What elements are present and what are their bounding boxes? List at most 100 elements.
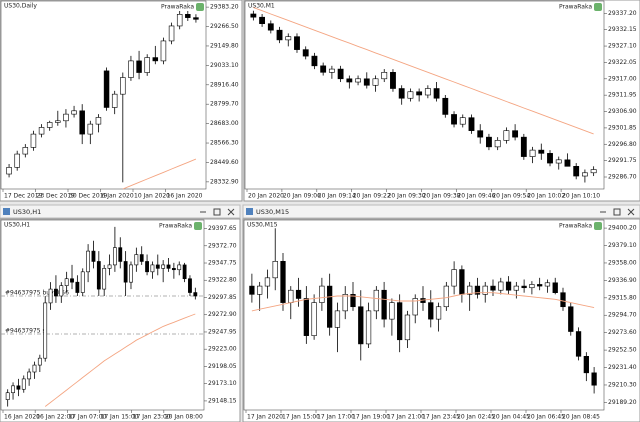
candle-body	[320, 65, 327, 73]
y-tick-label: 29173.10	[208, 380, 237, 387]
candle-body	[6, 167, 12, 175]
candle-body	[490, 285, 496, 291]
y-tick-label: 29372.70	[208, 242, 237, 249]
y-tick-label: 29332.15	[608, 26, 637, 33]
y-tick-label: 28566.30	[210, 140, 239, 147]
x-tick-label: 20 Jan 09:30	[388, 193, 426, 200]
candle-body	[43, 302, 48, 359]
candle-body	[575, 331, 582, 357]
y-tick-label: 28449.60	[210, 159, 239, 166]
y-tick-label: 29337.20	[608, 10, 637, 17]
candle-body	[171, 268, 176, 271]
y-tick-label: 29210.30	[608, 381, 637, 388]
candle-body	[276, 29, 283, 41]
candle-body	[435, 306, 442, 320]
candle-body	[75, 281, 80, 293]
x-tick-label: 20 Jan 10:02	[527, 193, 565, 200]
x-tick-label: 17 Jan 17:00	[317, 414, 355, 421]
maximize-button[interactable]	[613, 208, 621, 216]
y-tick-label: 29189.20	[608, 399, 637, 406]
candle-body	[145, 261, 149, 273]
y-tick-label: 29149.80	[210, 42, 239, 49]
candle-body	[381, 72, 388, 80]
y-tick-label: 29294.70	[608, 312, 637, 319]
y-tick-label: 29247.95	[208, 328, 237, 335]
candle-body	[552, 282, 558, 293]
candle-body	[581, 172, 588, 177]
candle-body	[129, 264, 133, 283]
candle-body	[136, 60, 142, 73]
candle-body	[337, 68, 344, 80]
y-tick-label: 29301.85	[608, 124, 637, 131]
y-tick-label: 29358.00	[608, 259, 637, 266]
candle-body	[64, 278, 69, 286]
candle-body	[373, 289, 379, 312]
y-tick-label: 29297.85	[208, 294, 237, 301]
candle-body	[249, 285, 255, 295]
candle-body	[513, 285, 519, 291]
candle-body	[150, 264, 155, 273]
candle-body	[32, 364, 37, 373]
candle-body	[176, 14, 183, 27]
candle-body	[303, 298, 309, 336]
chart-caption: US30,M15	[247, 222, 278, 229]
candle-body	[168, 25, 175, 42]
candle-body	[398, 88, 405, 99]
candle-body	[474, 285, 481, 295]
candle-body	[193, 17, 199, 20]
chart-background	[243, 0, 640, 202]
candle-body	[407, 91, 414, 99]
candle-body	[14, 153, 20, 168]
candle-body	[505, 281, 512, 291]
candle-body	[529, 149, 536, 157]
candle-body	[160, 40, 167, 62]
y-tick-label: 29266.50	[210, 23, 239, 30]
candle-body	[63, 113, 69, 122]
y-tick-label: 29291.75	[608, 157, 637, 164]
y-tick-label: 28799.70	[210, 101, 239, 108]
candle-body	[38, 127, 45, 135]
candle-body	[111, 93, 118, 108]
candle-body	[128, 60, 134, 78]
candle-body	[177, 264, 182, 271]
candle-body	[79, 110, 85, 135]
candle-body	[363, 78, 370, 86]
candle-body	[482, 285, 488, 295]
y-tick-label: 29322.80	[208, 277, 237, 284]
candle-body	[37, 357, 42, 366]
candle-body	[494, 140, 501, 148]
y-tick-label: 29286.70	[608, 174, 637, 181]
close-button[interactable]	[227, 208, 235, 216]
candle-body	[295, 289, 302, 299]
candle-body	[381, 289, 387, 320]
candle-body	[346, 78, 353, 83]
candle-body	[311, 302, 317, 336]
y-tick-label: 29400.20	[608, 225, 637, 232]
maximize-button[interactable]	[213, 208, 221, 216]
candle-body	[264, 277, 271, 287]
chart-caption: US30,Daily	[4, 3, 37, 10]
candle-body	[389, 302, 395, 320]
window-title: US30,M15	[256, 208, 289, 216]
candle-body	[590, 169, 597, 174]
plot-frame	[0, 0, 207, 190]
y-tick-label: 29336.90	[608, 277, 637, 284]
x-tick-label: 17 Jan 23:45	[422, 414, 460, 421]
chart-window: US30,H1 US30,H1 PrawaRaka 29397.65 29372.70 2…	[0, 204, 241, 422]
candle-body	[583, 356, 589, 374]
candle-body	[193, 292, 198, 297]
candle-body	[54, 288, 58, 297]
candle-body	[59, 285, 64, 297]
x-tick-label: 20 Jan 09:38	[423, 193, 461, 200]
candle-body	[134, 254, 139, 266]
candle-body	[95, 117, 102, 125]
window-icon	[246, 208, 253, 215]
close-button[interactable]	[627, 208, 635, 216]
candle-body	[294, 36, 300, 50]
candle-body	[327, 285, 333, 328]
candle-body	[152, 57, 159, 62]
candle-body	[365, 310, 372, 345]
badge-icon	[194, 222, 202, 230]
candle-body	[560, 292, 566, 308]
candle-body	[188, 278, 192, 293]
